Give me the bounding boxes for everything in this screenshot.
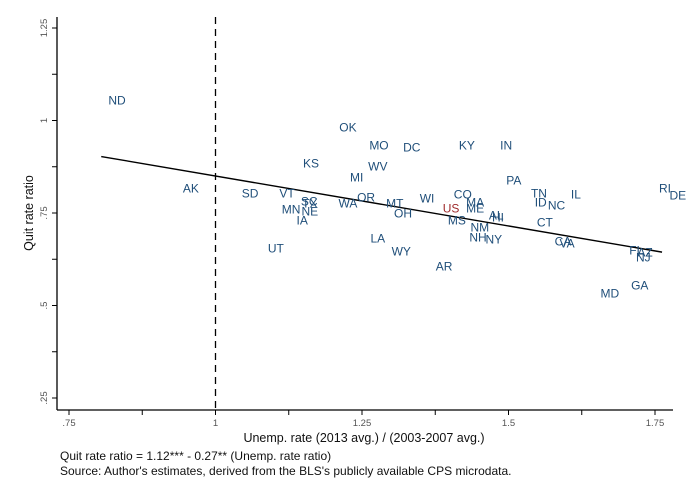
point-label-or: OR: [357, 191, 375, 205]
point-label-wy: WY: [392, 245, 411, 259]
point-label-me: ME: [466, 201, 484, 215]
point-label-nm: NM: [470, 221, 489, 235]
x-tick-label: 1.25: [353, 418, 372, 429]
y-axis-title: Quit rate ratio: [22, 175, 36, 251]
y-tick-label: 1: [39, 118, 50, 123]
point-label-wv: WV: [368, 160, 387, 174]
point-label-va: VA: [560, 236, 575, 250]
point-label-ms: MS: [448, 214, 466, 228]
point-label-mo: MO: [369, 138, 388, 152]
point-label-al: AL: [489, 208, 504, 222]
regression-fit-line: [101, 155, 663, 253]
point-label-sd: SD: [242, 187, 259, 201]
point-label-ar: AR: [436, 259, 453, 273]
point-label-vt: VT: [279, 187, 295, 201]
point-label-de: DE: [670, 188, 687, 202]
point-label-ga: GA: [631, 279, 648, 293]
y-tick-label: .75: [39, 206, 50, 219]
source-note: Source: Author's estimates, derived from…: [60, 464, 512, 478]
point-label-oh: OH: [394, 207, 412, 221]
y-tick-label: 1.25: [39, 19, 50, 38]
point-label-nj: NJ: [636, 251, 651, 265]
point-label-mt: MT: [386, 197, 404, 211]
point-label-nc: NC: [548, 198, 566, 212]
point-label-id: ID: [535, 195, 547, 209]
point-label-dc: DC: [403, 141, 421, 155]
point-label-il: IL: [571, 188, 581, 202]
point-label-az: AZ: [637, 245, 652, 259]
point-label-tx: TX: [302, 197, 317, 211]
point-label-wa: WA: [338, 197, 357, 211]
point-label-us: US: [443, 201, 460, 215]
point-label-tn: TN: [531, 187, 547, 201]
point-label-wi: WI: [420, 191, 435, 205]
point-label-ak: AK: [183, 181, 199, 195]
x-axis-title: Unemp. rate (2013 avg.) / (2003-2007 avg…: [243, 431, 484, 445]
axes-layer: .75 1 1.25 1.5 1.75 .25 .5 .75 1 1.25: [39, 17, 673, 429]
point-label-ct: CT: [537, 215, 554, 229]
fit-line-layer: [101, 155, 663, 253]
point-label-ks: KS: [303, 157, 319, 171]
point-label-nd: ND: [108, 94, 126, 108]
point-label-ca: CA: [555, 235, 572, 249]
point-label-ia: IA: [297, 214, 308, 228]
point-label-ny: NY: [486, 232, 503, 246]
point-label-in: IN: [500, 138, 512, 152]
y-tick-label: .5: [39, 302, 50, 310]
point-label-ma: MA: [466, 195, 484, 209]
point-label-pa: PA: [506, 174, 521, 188]
point-label-hi: HI: [492, 211, 504, 225]
point-label-ri: RI: [659, 181, 671, 195]
point-label-nh: NH: [469, 231, 486, 245]
point-label-ut: UT: [268, 242, 285, 256]
point-label-ky: KY: [459, 138, 475, 152]
x-tick-label: 1.5: [502, 418, 515, 429]
point-label-sc: SC: [301, 195, 318, 209]
regression-equation-note: Quit rate ratio = 1.12*** - 0.27** (Unem…: [60, 449, 332, 463]
x-tick-label: .75: [62, 418, 75, 429]
point-label-ok: OK: [339, 121, 356, 135]
point-label-mi: MI: [350, 171, 363, 185]
y-tick-label: .25: [39, 391, 50, 404]
point-label-mn: MN: [282, 202, 301, 216]
x-tick-label: 1.75: [646, 418, 665, 429]
point-label-co: CO: [454, 188, 472, 202]
point-label-la: LA: [370, 232, 385, 246]
x-tick-label: 1: [213, 418, 218, 429]
point-label-md: MD: [601, 286, 620, 300]
point-label-fl: FL: [629, 244, 643, 258]
point-label-ne: NE: [302, 205, 319, 219]
